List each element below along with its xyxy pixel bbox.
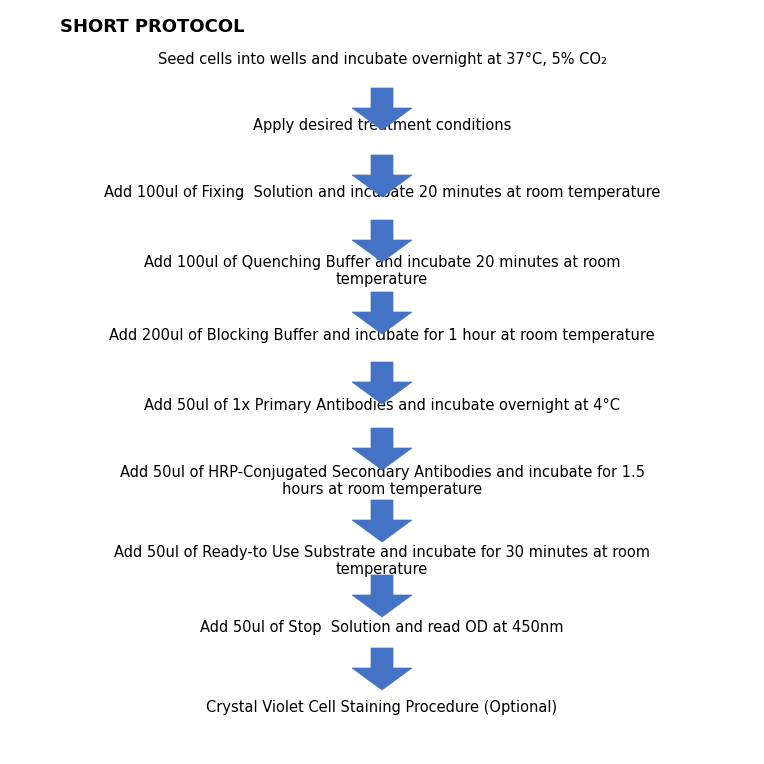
Polygon shape [352, 500, 412, 542]
Text: Add 100ul of Fixing  Solution and incubate 20 minutes at room temperature: Add 100ul of Fixing Solution and incubat… [104, 185, 660, 200]
Text: Add 100ul of Quenching Buffer and incubate 20 minutes at room
temperature: Add 100ul of Quenching Buffer and incuba… [144, 255, 620, 287]
Text: Seed cells into wells and incubate overnight at 37°C, 5% CO₂: Seed cells into wells and incubate overn… [157, 52, 607, 67]
Polygon shape [352, 220, 412, 262]
Polygon shape [352, 292, 412, 334]
Polygon shape [352, 155, 412, 197]
Polygon shape [352, 362, 412, 404]
Text: Add 200ul of Blocking Buffer and incubate for 1 hour at room temperature: Add 200ul of Blocking Buffer and incubat… [109, 328, 655, 343]
Polygon shape [352, 88, 412, 130]
Polygon shape [352, 428, 412, 470]
Polygon shape [352, 648, 412, 690]
Text: Add 50ul of HRP-Conjugated Secondary Antibodies and incubate for 1.5
hours at ro: Add 50ul of HRP-Conjugated Secondary Ant… [119, 465, 645, 497]
Text: Crystal Violet Cell Staining Procedure (Optional): Crystal Violet Cell Staining Procedure (… [206, 700, 558, 715]
Text: Add 50ul of Stop  Solution and read OD at 450nm: Add 50ul of Stop Solution and read OD at… [200, 620, 564, 635]
Text: Apply desired treatment conditions: Apply desired treatment conditions [253, 118, 511, 133]
Polygon shape [352, 575, 412, 617]
Text: Add 50ul of Ready-to Use Substrate and incubate for 30 minutes at room
temperatu: Add 50ul of Ready-to Use Substrate and i… [114, 545, 650, 578]
Text: Add 50ul of 1x Primary Antibodies and incubate overnight at 4°C: Add 50ul of 1x Primary Antibodies and in… [144, 398, 620, 413]
Text: SHORT PROTOCOL: SHORT PROTOCOL [60, 18, 244, 36]
